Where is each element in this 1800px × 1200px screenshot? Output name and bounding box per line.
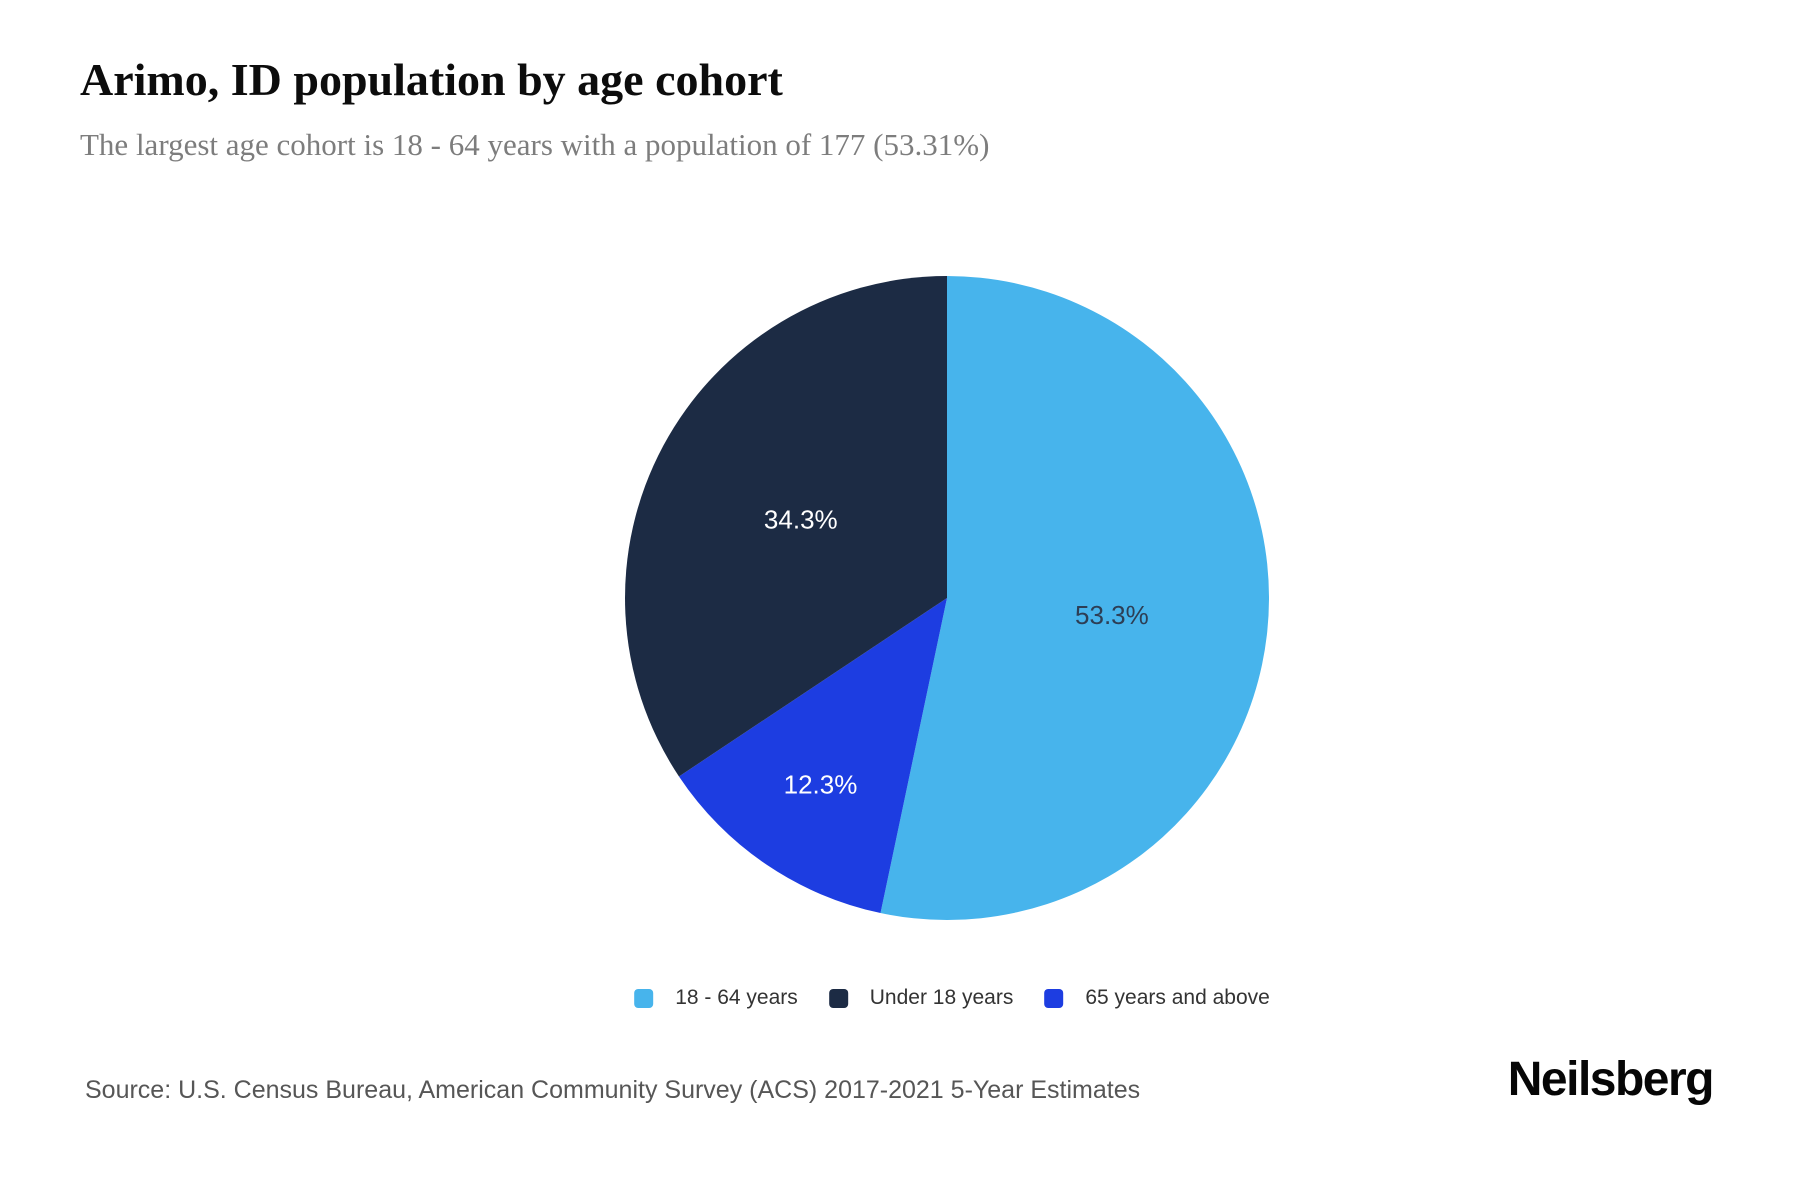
pie-slice-18-64-years[interactable] bbox=[880, 276, 1269, 920]
pie-slice-65-years-and-above[interactable] bbox=[678, 598, 947, 914]
legend-swatch-icon bbox=[1044, 988, 1064, 1008]
legend-swatch-icon bbox=[634, 988, 654, 1008]
neilsberg-logo[interactable]: Neilsberg bbox=[1507, 1053, 1715, 1106]
page-title: Arimo, ID population by age cohort bbox=[80, 54, 783, 105]
legend-label: 65 years and above bbox=[1085, 986, 1270, 1009]
pie-slice-label-18-64-years: 53.3% bbox=[1075, 600, 1149, 630]
legend-swatch-icon bbox=[828, 988, 848, 1008]
source-note: Source: U.S. Census Bureau, American Com… bbox=[85, 1076, 1141, 1104]
pie-slice-under-18-years[interactable] bbox=[625, 276, 947, 777]
pie-slice-label-65-years-and-above: 12.3% bbox=[784, 770, 858, 800]
chart-subtitle: The largest age cohort is 18 - 64 years … bbox=[80, 127, 990, 162]
legend-item-under-18-years[interactable]: Under 18 years bbox=[828, 986, 1014, 1010]
legend-label: Under 18 years bbox=[869, 986, 1014, 1009]
legend-label: 18 - 64 years bbox=[675, 986, 798, 1009]
pie-chart: 53.3% 12.3% 34.3% bbox=[625, 276, 1269, 920]
pie-chart-svg: 53.3% 12.3% 34.3% bbox=[625, 276, 1269, 920]
chart-legend: 18 - 64 years Under 18 years 65 years and … bbox=[634, 986, 1270, 1010]
legend-item-18-64-years[interactable]: 18 - 64 years bbox=[634, 986, 798, 1010]
legend-item-65-years-and-above[interactable]: 65 years and above bbox=[1044, 986, 1270, 1010]
pie-slice-label-under-18-years: 34.3% bbox=[764, 505, 838, 535]
